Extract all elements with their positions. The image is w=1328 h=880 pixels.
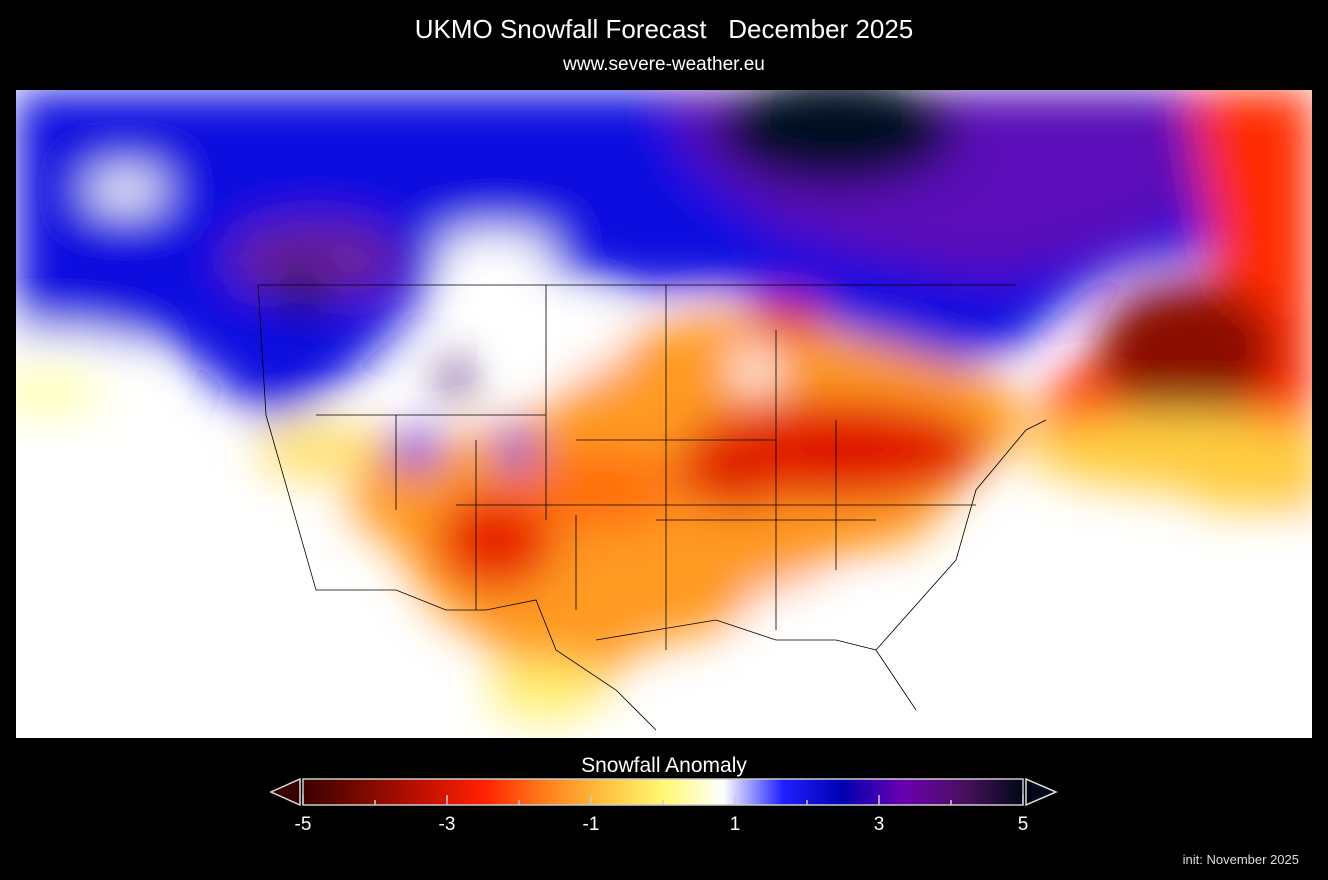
colorbar-tick-label: -3 <box>438 814 456 835</box>
colorbar-tick-label: 3 <box>873 814 885 835</box>
state-boundaries <box>257 284 1047 731</box>
colorbar-tick-label: 5 <box>1017 814 1029 835</box>
map-title: UKMO Snowfall Forecast December 2025 <box>414 14 914 44</box>
init-date: init: November 2025 <box>1182 852 1299 867</box>
colorbar-title: Snowfall Anomaly <box>581 754 747 777</box>
snowfall-anomaly-map <box>16 90 1312 738</box>
colorbar-tick-label: 1 <box>729 814 741 835</box>
colorbar-tick-label: -1 <box>582 814 600 835</box>
colorbar-extend-high <box>1025 777 1058 807</box>
colorbar <box>269 777 1058 807</box>
anomaly-field <box>16 90 1312 720</box>
colorbar-tick-label: -5 <box>294 814 312 835</box>
map-subtitle: www.severe-weather.eu <box>563 54 765 75</box>
colorbar-extend-low <box>269 777 301 807</box>
